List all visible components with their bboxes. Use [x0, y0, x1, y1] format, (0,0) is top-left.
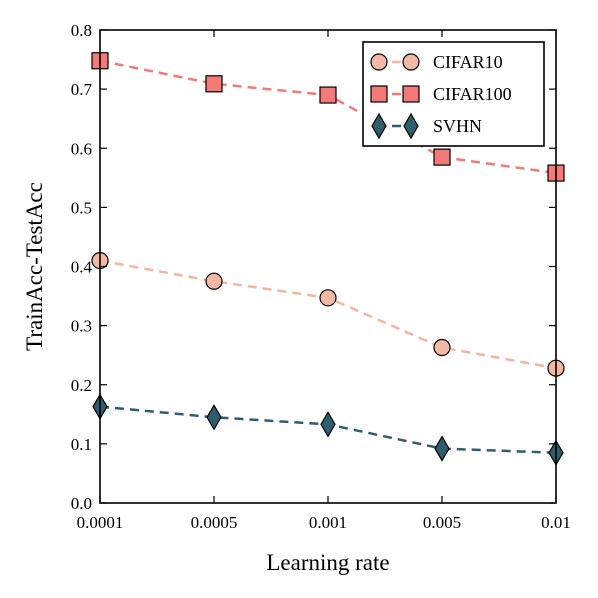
- chart-marks: [91, 52, 565, 466]
- series-cifar10: [91, 251, 565, 377]
- legend-marker: [371, 112, 387, 140]
- legend-label: CIFAR10: [433, 52, 503, 72]
- x-axis: 0.0001 0.0005 0.001 0.005 0.01: [77, 30, 571, 532]
- x-axis-label: Learning rate: [266, 550, 389, 575]
- legend-label: SVHN: [433, 116, 482, 136]
- x-tick-label: 0.001: [309, 513, 347, 532]
- legend-entry: CIFAR100: [370, 84, 512, 104]
- data-point: [206, 404, 222, 431]
- y-tick-label: 0.1: [71, 435, 92, 454]
- legend-entry: CIFAR10: [370, 52, 503, 72]
- legend: CIFAR10 CIFAR100 SVHN: [362, 41, 545, 147]
- x-tick-label: 0.005: [423, 513, 461, 532]
- x-tick-label: 0.0005: [191, 513, 238, 532]
- series-svhn: [92, 393, 564, 466]
- y-tick-label: 0.4: [71, 258, 93, 277]
- data-point: [433, 148, 451, 166]
- y-tick-label: 0.3: [71, 317, 92, 336]
- data-point: [320, 411, 336, 438]
- data-point: [205, 75, 223, 93]
- y-tick-label: 0.7: [71, 80, 93, 99]
- legend-marker: [370, 53, 388, 71]
- legend-marker: [403, 112, 419, 140]
- y-tick-label: 0.8: [71, 21, 92, 40]
- series-line: [99, 259, 557, 370]
- legend-marker: [402, 85, 420, 103]
- legend-label: CIFAR100: [433, 84, 512, 104]
- x-tick-label: 0.0001: [77, 513, 124, 532]
- x-tick-label: 0.01: [541, 513, 571, 532]
- data-point: [434, 435, 450, 462]
- y-tick-label: 0.2: [71, 376, 92, 395]
- y-tick-label: 0.5: [71, 198, 92, 217]
- data-point: [433, 338, 451, 357]
- y-tick-label: 0.0: [71, 494, 92, 513]
- y-axis: 0.0 0.1 0.2 0.3 0.4 0.5 0.6 0.7 0.8: [71, 21, 556, 513]
- legend-entry: SVHN: [371, 112, 482, 140]
- y-axis-label: TrainAcc-TestAcc: [22, 182, 47, 351]
- legend-marker: [370, 85, 388, 103]
- data-point: [319, 289, 337, 307]
- data-point: [319, 86, 337, 104]
- data-point: [205, 272, 223, 290]
- legend-marker: [402, 53, 420, 71]
- y-tick-label: 0.6: [71, 139, 92, 158]
